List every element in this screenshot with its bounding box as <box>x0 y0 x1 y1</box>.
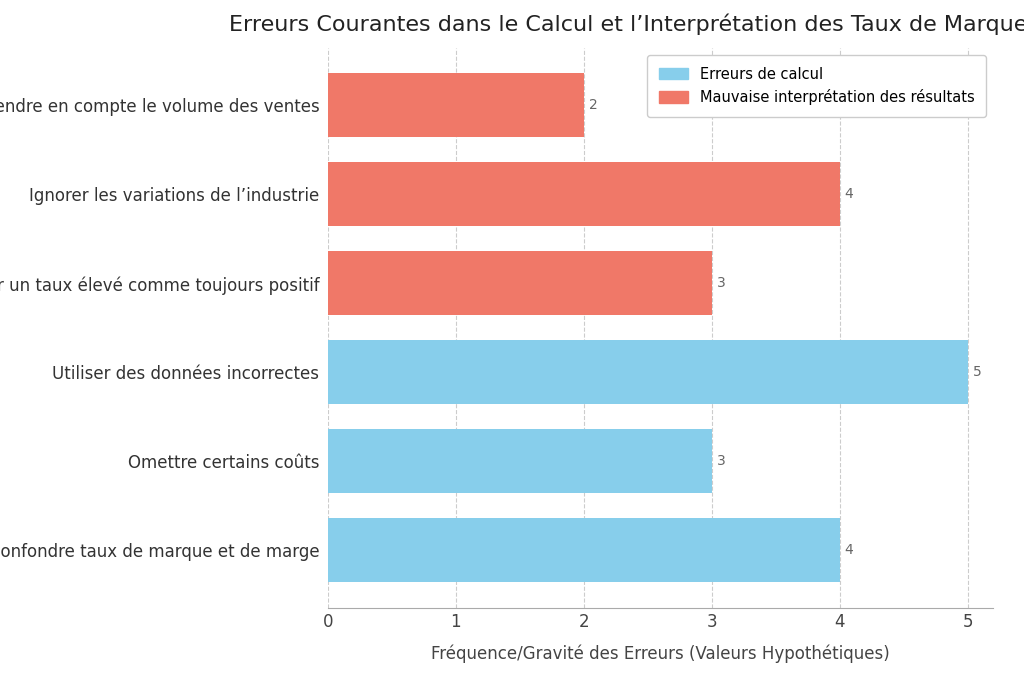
Text: 2: 2 <box>589 98 598 112</box>
Title: Erreurs Courantes dans le Calcul et l’Interprétation des Taux de Marque et de: Erreurs Courantes dans le Calcul et l’In… <box>229 14 1024 35</box>
Text: 3: 3 <box>717 454 726 469</box>
Bar <box>328 340 968 404</box>
Bar <box>328 430 712 493</box>
Legend: Erreurs de calcul, Mauvaise interprétation des résultats: Erreurs de calcul, Mauvaise interprétati… <box>647 55 986 117</box>
Text: 5: 5 <box>973 365 982 379</box>
Bar <box>328 163 840 226</box>
Text: 4: 4 <box>845 544 854 557</box>
X-axis label: Fréquence/Gravité des Erreurs (Valeurs Hypothétiques): Fréquence/Gravité des Erreurs (Valeurs H… <box>431 645 890 663</box>
Bar <box>328 518 840 583</box>
Bar <box>328 251 712 316</box>
Text: 4: 4 <box>845 187 854 201</box>
Bar <box>328 73 584 137</box>
Text: 3: 3 <box>717 277 726 290</box>
